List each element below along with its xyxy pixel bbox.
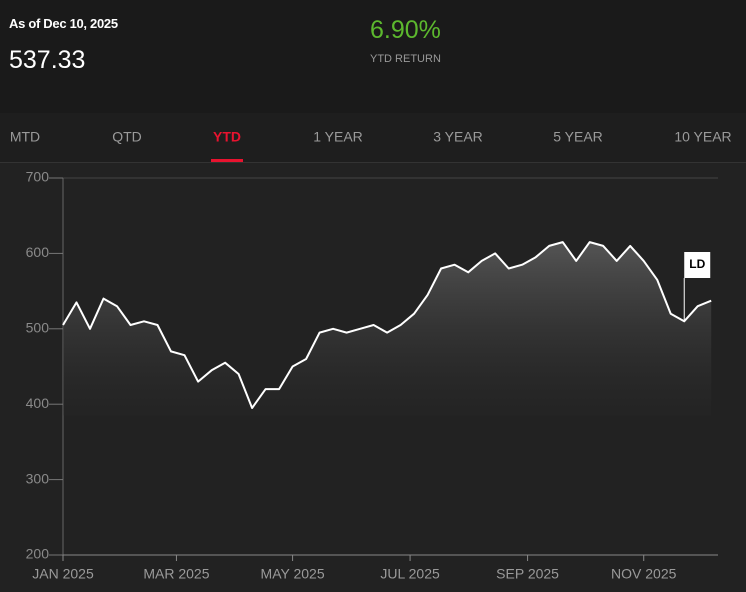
tab[interactable]: 5 YEAR bbox=[553, 129, 603, 145]
x-tick-label: MAY 2025 bbox=[261, 566, 325, 582]
return-label: YTD RETURN bbox=[370, 53, 441, 65]
x-tick-label: SEP 2025 bbox=[496, 566, 559, 582]
as-of: As of Dec 10, 2025 bbox=[9, 16, 118, 31]
x-tick-label: JAN 2025 bbox=[32, 566, 94, 582]
y-tick-label: 600 bbox=[26, 244, 50, 260]
y-tick-label: 700 bbox=[26, 169, 50, 185]
x-tick-label: MAR 2025 bbox=[143, 566, 209, 582]
tab[interactable]: MTD bbox=[10, 129, 40, 145]
line bbox=[62, 241, 712, 409]
x-tick-label: JUL 2025 bbox=[380, 566, 440, 582]
tab[interactable]: 1 YEAR bbox=[313, 129, 363, 145]
x-tick-label: NOV 2025 bbox=[611, 566, 677, 582]
tab-underline bbox=[211, 159, 243, 162]
y-tick-label: 400 bbox=[26, 395, 50, 411]
tab[interactable]: YTD bbox=[213, 129, 241, 145]
tab[interactable]: 3 YEAR bbox=[433, 129, 483, 145]
tab[interactable]: QTD bbox=[112, 129, 142, 145]
price: 537.33 bbox=[9, 46, 86, 74]
tab-bar bbox=[0, 113, 746, 162]
y-tick-label: 200 bbox=[26, 546, 50, 562]
annotation-label: LD bbox=[689, 257, 705, 271]
area bbox=[63, 242, 712, 416]
y-tick-label: 500 bbox=[26, 320, 50, 336]
tab[interactable]: 10 YEAR bbox=[674, 129, 731, 145]
y-tick-label: 300 bbox=[26, 470, 50, 486]
annotation-box bbox=[684, 252, 711, 278]
return-value: 6.90% bbox=[370, 16, 441, 44]
